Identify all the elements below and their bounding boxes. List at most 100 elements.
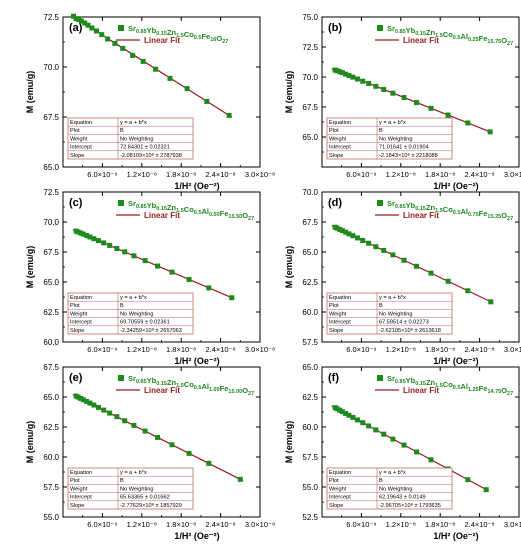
data-point <box>484 487 489 492</box>
data-point <box>107 243 112 248</box>
y-tick-label: 62.5 <box>43 308 59 317</box>
stats-key: Slope <box>329 328 343 334</box>
data-point <box>96 405 101 410</box>
panel-label: (f) <box>328 372 339 384</box>
stats-value: 67.59514 ± 0.02273 <box>379 320 429 326</box>
legend-point-marker <box>377 375 383 381</box>
legend-fit-label: Linear Fit <box>403 36 439 45</box>
x-tick-label: 6.0×10⁻⁹ <box>346 520 376 529</box>
legend-point-marker <box>118 25 124 31</box>
x-tick-label: 3.0×10⁻⁸ <box>504 170 521 179</box>
y-tick-label: 65.0 <box>302 248 318 257</box>
data-point <box>390 91 395 96</box>
y-axis-label: M (emu/g) <box>25 421 35 464</box>
y-tick-label: 57.5 <box>302 338 318 347</box>
stats-value: 62.19643 ± 0.0149 <box>379 495 426 501</box>
y-tick-label: 60.0 <box>302 308 318 317</box>
data-point <box>238 477 243 482</box>
fit-stats-table: Equation y = a + b*x Plot B Weight No Weighti… <box>327 293 452 334</box>
x-tick-label: 1.8×10⁻⁸ <box>166 345 196 354</box>
y-tick-label: 62.5 <box>302 393 318 402</box>
data-point <box>390 252 395 257</box>
stats-key: Weight <box>70 136 88 142</box>
stats-value: No Weighting <box>379 136 412 142</box>
data-point <box>381 432 386 437</box>
y-tick-label: 55.0 <box>302 483 318 492</box>
legend-fit-label: Linear Fit <box>144 211 180 220</box>
stats-key: Equation <box>329 470 351 476</box>
y-tick-label: 67.5 <box>43 363 59 372</box>
y-tick-label: 67.5 <box>43 113 59 122</box>
stats-key: Equation <box>70 295 92 301</box>
data-point <box>206 461 211 466</box>
x-axis-label: 1/H² (Oe⁻²) <box>174 531 219 541</box>
stats-key: Equation <box>70 470 92 476</box>
y-axis-label: M (emu/g) <box>284 421 294 464</box>
legend-fit-label: Linear Fit <box>403 211 439 220</box>
y-tick-label: 70.0 <box>43 63 59 72</box>
y-tick-label: 65.0 <box>43 393 59 402</box>
data-point <box>465 288 470 293</box>
y-tick-label: 65.0 <box>43 163 59 172</box>
y-tick-label: 67.5 <box>302 218 318 227</box>
data-point <box>114 414 119 419</box>
data-point <box>373 84 378 89</box>
y-axis-label: M (emu/g) <box>25 246 35 289</box>
stats-value: -2.1843×10⁸ ± 2218088 <box>379 152 438 159</box>
data-point <box>373 244 378 249</box>
data-point <box>488 129 493 134</box>
stats-key: Slope <box>329 153 343 159</box>
data-point <box>131 423 136 428</box>
data-point <box>94 29 99 34</box>
y-tick-label: 52.5 <box>302 513 318 522</box>
y-tick-label: 75.0 <box>302 13 318 22</box>
y-tick-label: 65.0 <box>302 363 318 372</box>
stats-key: Equation <box>329 120 351 126</box>
data-point <box>366 241 371 246</box>
x-tick-label: 1.2×10⁻⁸ <box>386 345 416 354</box>
stats-key: Intercept <box>329 495 351 501</box>
y-tick-label: 72.5 <box>43 188 59 197</box>
x-tick-label: 1.2×10⁻⁸ <box>386 520 416 529</box>
stats-key: Equation <box>329 295 351 301</box>
stats-key: Equation <box>70 120 92 126</box>
data-point <box>227 113 232 118</box>
data-point <box>414 100 419 105</box>
legend-fit-label: Linear Fit <box>403 386 439 395</box>
data-point <box>381 248 386 253</box>
data-point <box>120 46 125 51</box>
stats-key: Plot <box>70 128 80 134</box>
data-point <box>155 264 160 269</box>
legend-fit-label: Linear Fit <box>144 386 180 395</box>
stats-value: y = a + b*x <box>379 295 406 301</box>
data-point <box>170 442 175 447</box>
stats-key: Weight <box>329 486 347 492</box>
x-tick-label: 6.0×10⁻⁹ <box>87 345 117 354</box>
y-tick-label: 60.0 <box>302 423 318 432</box>
y-tick-label: 67.5 <box>43 248 59 257</box>
data-point <box>130 53 135 58</box>
x-tick-label: 3.0×10⁻⁸ <box>245 170 275 179</box>
data-point <box>112 41 117 46</box>
data-point <box>446 279 451 284</box>
data-point <box>360 238 365 243</box>
stats-key: Intercept <box>70 320 92 326</box>
data-point <box>185 86 190 91</box>
data-point <box>366 81 371 86</box>
chart-panel-e: 55.057.560.062.565.067.56.0×10⁻⁹ 1.2×10⁻⁸… <box>25 363 275 541</box>
data-point <box>373 427 378 432</box>
stats-key: Intercept <box>70 145 92 151</box>
y-tick-label: 65.0 <box>43 278 59 287</box>
y-tick-label: 70.0 <box>302 188 318 197</box>
stats-value: B <box>120 478 124 484</box>
data-point <box>350 415 355 420</box>
data-point <box>143 258 148 263</box>
stats-value: B <box>120 128 124 134</box>
x-tick-label: 3.0×10⁻⁸ <box>504 520 521 529</box>
y-axis-label: M (emu/g) <box>284 71 294 114</box>
data-point <box>465 477 470 482</box>
y-tick-label: 62.5 <box>302 278 318 287</box>
data-point <box>187 451 192 456</box>
x-tick-label: 3.0×10⁻⁸ <box>245 345 275 354</box>
